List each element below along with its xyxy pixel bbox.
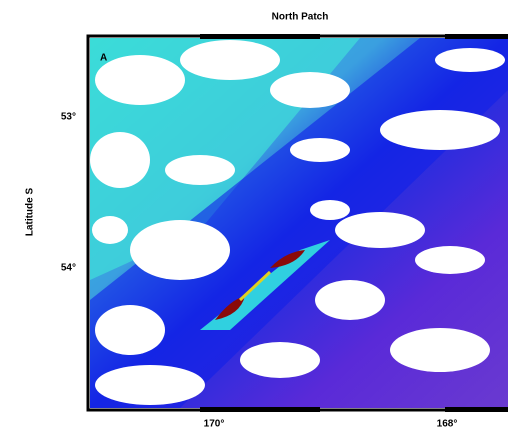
lat-tick-label: 53° xyxy=(61,112,76,123)
lon-tick-label: 170° xyxy=(204,419,225,430)
map-title: North Patch xyxy=(272,12,329,23)
lat-tick-label: 54° xyxy=(61,263,76,274)
panel-label: A xyxy=(100,53,107,64)
lon-tick-label: 168° xyxy=(437,419,458,430)
figure: North Patch A Latitude S 53° 54° 170° 16… xyxy=(0,0,508,434)
y-axis-label: Latitude S xyxy=(25,188,36,237)
satellite-image xyxy=(90,38,508,408)
